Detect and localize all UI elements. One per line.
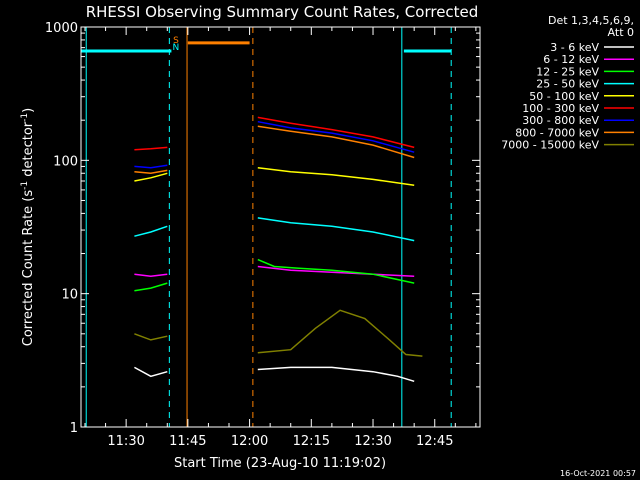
series-line: [134, 166, 415, 187]
y-tick-label: 100: [53, 154, 78, 169]
legend-entry-label: 300 - 800 keV: [522, 114, 599, 127]
x-tick-label: 12:00: [231, 434, 268, 449]
legend-entry-label: 100 - 300 keV: [522, 102, 599, 115]
series-line: [134, 309, 423, 357]
legend-header: Det 1,3,4,5,6,9,: [548, 14, 634, 27]
legend-entry-label: 25 - 50 keV: [536, 78, 599, 91]
legend-entry-label: 3 - 6 keV: [550, 41, 599, 54]
series-line: [134, 125, 415, 175]
x-tick-label: 12:30: [354, 434, 391, 449]
x-axis-label: Start Time (23-Aug-10 11:19:02): [174, 456, 386, 471]
timestamp: 16-Oct-2021 00:57: [560, 469, 636, 478]
legend-header: Att 0: [608, 26, 634, 39]
legend-entry-label: 6 - 12 keV: [543, 53, 599, 66]
series-line: [134, 116, 415, 151]
legend-entry-label: 7000 - 15000 keV: [501, 139, 599, 152]
legend-entry-label: 50 - 100 keV: [529, 90, 599, 103]
series-line: [134, 217, 415, 242]
series-line: [134, 366, 415, 383]
x-axis: 11:30 11:45 12:00 12:15 12:30 12:45: [84, 27, 477, 449]
saa-label: S: [173, 36, 179, 46]
y-tick-label: 1000: [45, 21, 78, 36]
y-axis-label: Corrected Count Rate (s-1 detector-1): [20, 108, 36, 346]
x-tick-label: 11:45: [169, 434, 206, 449]
series-line: [134, 265, 415, 278]
series-line: [134, 120, 415, 169]
legend-entry-label: 12 - 25 keV: [536, 65, 599, 78]
x-tick-label: 12:45: [416, 434, 453, 449]
series-line: [134, 258, 415, 292]
plot-frame: [80, 26, 481, 428]
y-tick-label: 1: [70, 421, 78, 436]
saa-label: N: [173, 43, 180, 53]
y-axis: 1 10 100 1000: [45, 21, 480, 436]
legend-entry-label: 800 - 7000 keV: [515, 126, 599, 139]
y-tick-label: 10: [61, 288, 78, 303]
x-tick-label: 11:30: [107, 434, 144, 449]
x-tick-label: 12:15: [293, 434, 330, 449]
chart-title: RHESSI Observing Summary Count Rates, Co…: [86, 3, 479, 21]
